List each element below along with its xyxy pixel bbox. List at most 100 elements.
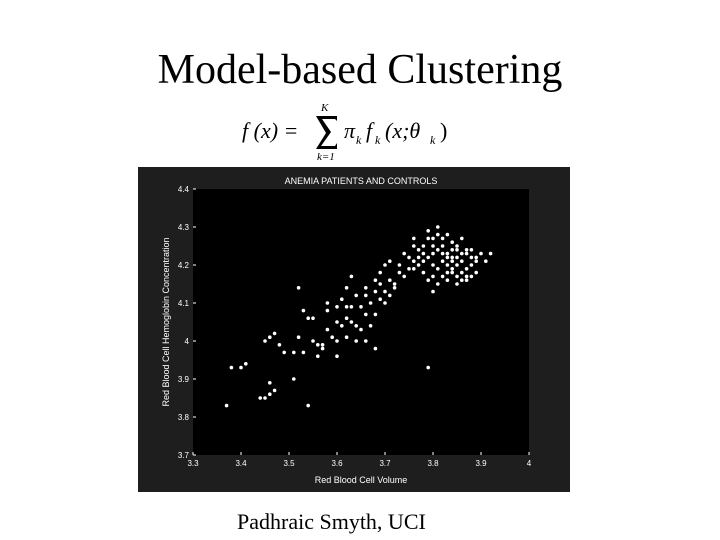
data-point [388, 259, 392, 263]
data-point [378, 297, 382, 301]
data-point [272, 331, 277, 336]
data-point [373, 346, 378, 351]
data-point [244, 362, 248, 366]
data-point [407, 267, 411, 271]
data-point [306, 316, 310, 320]
data-point [282, 350, 286, 355]
data-point [488, 251, 493, 256]
data-point [412, 267, 416, 271]
data-point [268, 392, 272, 396]
data-point [354, 339, 358, 343]
data-point [450, 259, 455, 263]
data-point [436, 248, 440, 252]
formula-f: f [366, 118, 375, 143]
data-point [460, 236, 464, 241]
formula-sum-upper: K [320, 102, 329, 114]
data-point [460, 259, 464, 263]
data-point [359, 305, 363, 309]
data-point [224, 403, 229, 408]
data-point [368, 301, 373, 305]
y-tick-label: 4.3 [178, 223, 190, 232]
data-point [450, 248, 455, 252]
data-point [306, 403, 310, 408]
data-point [426, 255, 431, 260]
data-point [364, 293, 368, 298]
data-points [224, 225, 493, 408]
data-point [421, 244, 426, 248]
data-point [268, 335, 272, 339]
data-point [460, 251, 464, 256]
x-tick-label: 3.8 [427, 459, 439, 468]
data-point [388, 278, 392, 282]
x-tick-label: 3.4 [235, 459, 247, 468]
data-point [397, 270, 402, 275]
x-tick-label: 4 [527, 459, 532, 468]
data-point [450, 240, 455, 244]
chart-svg: ANEMIA PATIENTS AND CONTROLS Red Blood C… [138, 167, 570, 492]
data-point [455, 248, 459, 252]
data-point [292, 350, 296, 355]
data-point [364, 312, 368, 317]
data-point [239, 365, 243, 370]
data-point [412, 259, 416, 263]
data-point [426, 365, 431, 370]
y-tick-label: 4.1 [178, 299, 190, 308]
data-point [474, 259, 479, 263]
data-point [416, 248, 421, 252]
data-point [445, 251, 450, 256]
data-point [436, 225, 440, 229]
slide-title: Model-based Clustering [157, 47, 563, 93]
data-point [450, 270, 455, 275]
data-point [340, 297, 344, 301]
data-point [368, 324, 373, 328]
data-point [335, 354, 339, 358]
data-point [359, 327, 363, 332]
data-point [263, 339, 267, 343]
slide-footer: Padhraic Smyth, UCI [237, 509, 426, 534]
data-point [383, 289, 387, 294]
data-point [431, 236, 435, 241]
data-point [292, 377, 296, 381]
data-point [258, 396, 262, 400]
y-tick-label: 3.7 [178, 451, 190, 460]
data-point [474, 270, 479, 275]
data-point [325, 327, 330, 332]
data-point [464, 267, 469, 271]
data-point [378, 270, 382, 275]
data-point [349, 320, 354, 324]
data-point [416, 255, 421, 260]
data-point [325, 308, 330, 313]
data-point [445, 270, 450, 275]
data-point [469, 248, 474, 252]
y-ticks: 3.7 3.8 3.9 4 4.1 4.2 4.3 4.4 [178, 185, 196, 460]
data-point [229, 365, 234, 370]
data-point [316, 354, 320, 358]
mixture-formula: f (x) = K k=1 π k f k (x;θ k ) [242, 102, 447, 162]
data-point [445, 278, 450, 282]
data-point [445, 232, 450, 237]
x-tick-label: 3.3 [187, 459, 199, 468]
x-tick-label: 3.6 [331, 459, 343, 468]
data-point [431, 244, 435, 248]
data-point [436, 267, 440, 271]
x-tick-label: 3.5 [283, 459, 295, 468]
formula-theta-sub: k [430, 133, 436, 147]
data-point [344, 286, 349, 290]
data-point [301, 308, 306, 313]
data-point [436, 232, 440, 237]
data-point [335, 339, 339, 343]
data-point [479, 251, 483, 256]
data-point [460, 270, 464, 275]
x-axis-label: Red Blood Cell Volume [315, 475, 408, 485]
data-point [397, 263, 402, 267]
data-point [373, 312, 378, 317]
data-point [464, 278, 469, 282]
data-point [325, 301, 330, 305]
data-point [388, 293, 392, 298]
data-point [431, 263, 435, 267]
data-point [402, 274, 407, 279]
y-tick-label: 3.8 [178, 413, 190, 422]
data-point [440, 244, 445, 248]
chart-title: ANEMIA PATIENTS AND CONTROLS [285, 176, 438, 186]
data-point [440, 274, 445, 279]
